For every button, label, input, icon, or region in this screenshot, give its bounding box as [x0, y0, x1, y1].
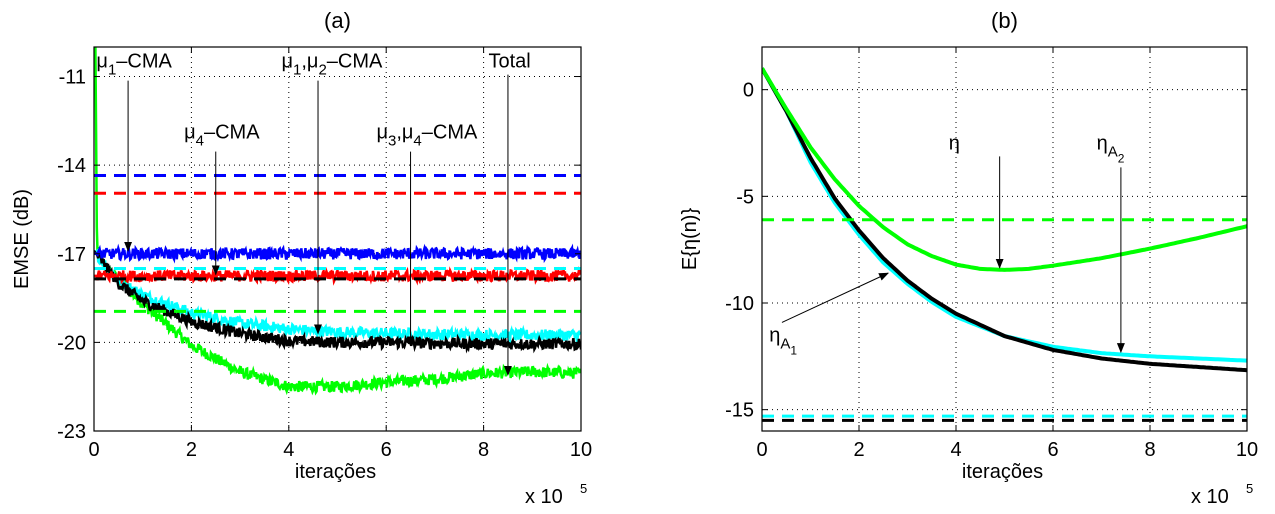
chart-title: (b) — [991, 8, 1018, 33]
y-tick-label: -11 — [59, 67, 86, 89]
y-tick-label: -23 — [57, 421, 86, 443]
y-tick-label: -15 — [725, 400, 754, 422]
x-tick-label: 4 — [950, 439, 961, 461]
x-multiplier: x 10 — [1191, 486, 1229, 508]
x-tick-label: 0 — [88, 439, 99, 461]
series-line-1 — [762, 67, 1247, 373]
x-tick-label: 8 — [1144, 439, 1155, 461]
x-multiplier-exponent: 5 — [1246, 481, 1253, 496]
panel-a-chart: 0 2 4 6 8 10 -23 -20 -17 -14 -11 (a) iterações x 10 5 E… — [11, 8, 592, 508]
x-tick-label: 6 — [1047, 439, 1058, 461]
annotation-arrow — [781, 272, 890, 323]
series-line-2 — [762, 67, 1247, 272]
series-group — [94, 47, 581, 396]
y-axis-label: EMSE (dB) — [11, 189, 33, 289]
x-tick-label: 6 — [381, 439, 392, 461]
annotation-label: ηA1 — [769, 324, 797, 357]
series-line-2 — [94, 250, 581, 354]
x-axis-label: iterações — [295, 461, 376, 483]
axes-box — [761, 46, 1248, 432]
x-tick-label: 2 — [853, 439, 864, 461]
x-axis-label: iterações — [962, 461, 1043, 483]
y-axis-label: E{η(n)} — [679, 208, 701, 271]
series-line-1 — [94, 248, 581, 346]
x-multiplier: x 10 — [525, 486, 563, 508]
series-line-0 — [94, 47, 581, 396]
annotation-label: Total — [488, 51, 530, 73]
chart-title: (a) — [324, 8, 351, 33]
x-tick-label: 10 — [1236, 439, 1258, 461]
series-line-3 — [94, 243, 581, 264]
y-tick-label: -20 — [57, 332, 86, 354]
annotation-label: μ1,μ2–CMA — [281, 51, 383, 79]
x-tick-label: 0 — [756, 439, 767, 461]
x-tick-label: 2 — [186, 439, 197, 461]
annotation-label: μ4–CMA — [184, 122, 260, 150]
series-group — [762, 67, 1247, 422]
annotation-label: μ3,μ4–CMA — [376, 122, 478, 150]
plot-area — [762, 47, 1247, 431]
y-tick-label: -5 — [736, 186, 754, 208]
axes-box — [93, 46, 582, 432]
y-tick-label: 0 — [743, 80, 754, 102]
y-tick-label: -10 — [725, 293, 754, 315]
y-tick-label: -14 — [57, 155, 86, 177]
annotation-label: ηA2 — [1097, 132, 1125, 165]
annotation-label: μ1–CMA — [96, 51, 172, 79]
panel-b-chart: 0 2 4 6 8 10 -15 -10 -5 0 (b) iterações x 10 5 E{η(n)}… — [679, 8, 1258, 508]
y-tick-label: -17 — [57, 244, 86, 266]
x-tick-label: 4 — [283, 439, 294, 461]
annotation-label: η — [949, 132, 960, 154]
x-multiplier-exponent: 5 — [580, 481, 587, 496]
x-tick-label: 10 — [570, 439, 592, 461]
x-tick-label: 8 — [478, 439, 489, 461]
